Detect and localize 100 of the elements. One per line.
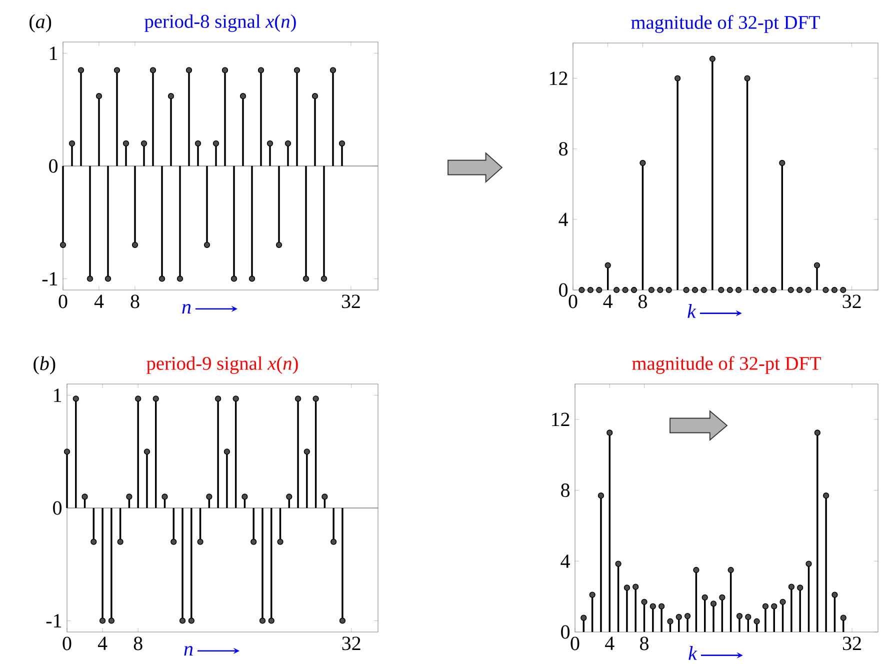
point xyxy=(330,66,336,74)
x-tick-label: 8 xyxy=(130,294,140,308)
point xyxy=(806,560,812,567)
x-tick-label: 32 xyxy=(342,636,360,650)
point xyxy=(206,493,212,500)
point xyxy=(788,286,794,293)
point xyxy=(578,286,585,293)
point xyxy=(684,612,691,619)
point xyxy=(650,603,656,610)
chart-title: period-8 signal x(n) xyxy=(144,14,296,32)
x-tick-label: 4 xyxy=(603,294,613,308)
y-tick-label: 12 xyxy=(552,412,570,426)
point xyxy=(692,286,698,293)
y-tick-label: -1 xyxy=(42,272,58,286)
point xyxy=(814,429,820,436)
point xyxy=(630,286,638,293)
point xyxy=(840,614,846,621)
point xyxy=(259,617,266,624)
chart-title: period-9 signal x(n) xyxy=(146,356,298,374)
point xyxy=(197,538,204,545)
point xyxy=(258,66,264,74)
point xyxy=(770,286,776,293)
point xyxy=(132,242,138,248)
point xyxy=(796,286,803,293)
x-tick-label: 0 xyxy=(570,636,580,650)
point xyxy=(580,614,587,621)
point xyxy=(832,592,838,598)
y-tick-label: 0 xyxy=(49,159,58,173)
point xyxy=(831,286,838,293)
point xyxy=(268,617,274,624)
point xyxy=(152,395,159,402)
text: (b) xyxy=(34,356,56,374)
point xyxy=(214,395,222,402)
y-tick-label: 0 xyxy=(559,283,568,297)
point xyxy=(693,566,700,573)
point xyxy=(64,448,70,455)
point xyxy=(726,286,733,293)
point xyxy=(176,275,184,282)
point xyxy=(840,286,846,293)
x-axis-title: n xyxy=(182,304,191,314)
point xyxy=(78,66,84,74)
point xyxy=(814,262,820,268)
point xyxy=(676,614,682,620)
chart-title: magnitude of 32-pt DFT xyxy=(631,14,820,33)
point xyxy=(194,140,202,146)
point xyxy=(104,275,112,282)
point xyxy=(632,584,639,590)
point xyxy=(179,617,186,624)
point xyxy=(666,286,672,293)
x-tick-label: 8 xyxy=(134,636,142,650)
point xyxy=(188,617,194,624)
point xyxy=(312,395,319,402)
point xyxy=(99,617,106,624)
point xyxy=(108,617,114,624)
point xyxy=(771,603,778,610)
point xyxy=(658,603,665,610)
point xyxy=(683,286,690,293)
point xyxy=(222,66,228,74)
point xyxy=(624,584,630,591)
point xyxy=(657,286,664,293)
point xyxy=(150,66,156,74)
point xyxy=(86,275,94,282)
point xyxy=(144,448,150,455)
y-tick-label: 8 xyxy=(559,142,568,156)
point xyxy=(294,66,300,74)
point xyxy=(622,286,628,293)
y-tick-label: 4 xyxy=(560,554,570,568)
point xyxy=(709,56,716,62)
y-tick-label: 0 xyxy=(53,501,62,515)
point xyxy=(170,538,177,545)
point xyxy=(702,594,708,600)
point xyxy=(648,286,654,293)
point xyxy=(745,614,752,620)
y-tick-label: 1 xyxy=(54,388,62,402)
text: (a) xyxy=(30,14,52,32)
point xyxy=(82,493,88,500)
point xyxy=(797,584,804,591)
point xyxy=(60,242,66,248)
point xyxy=(230,275,238,282)
point xyxy=(117,538,124,545)
point xyxy=(224,448,230,455)
point xyxy=(158,275,166,282)
point xyxy=(718,286,724,293)
point xyxy=(242,493,248,500)
x-tick-label: 4 xyxy=(98,636,108,650)
point xyxy=(186,66,192,74)
point xyxy=(304,448,310,455)
x-tick-label: 32 xyxy=(842,294,861,308)
point xyxy=(719,594,726,600)
point xyxy=(641,598,648,605)
point xyxy=(614,286,620,293)
point xyxy=(762,286,768,293)
point xyxy=(135,395,142,402)
point xyxy=(710,600,717,607)
point xyxy=(744,75,750,82)
point xyxy=(700,286,707,293)
point xyxy=(606,429,613,436)
point xyxy=(277,538,284,545)
point xyxy=(284,140,292,146)
x-tick-label: 8 xyxy=(640,636,649,650)
